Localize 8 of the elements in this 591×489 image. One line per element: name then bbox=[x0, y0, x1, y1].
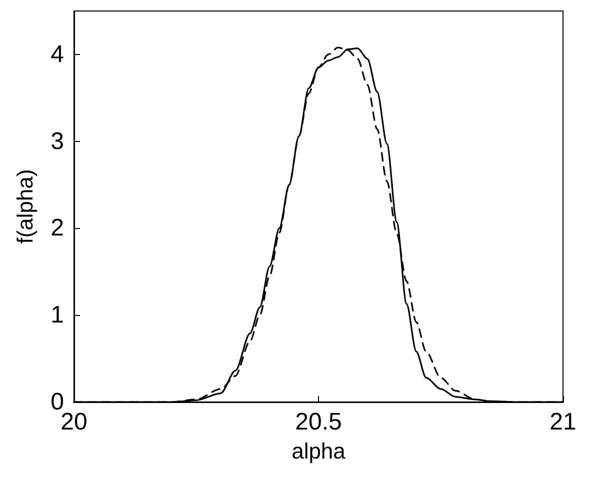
x-tick-label: 20.5 bbox=[295, 408, 342, 436]
y-tick-label: 1 bbox=[50, 302, 64, 329]
y-tick-label: 3 bbox=[50, 128, 64, 155]
y-axis-title: f(alpha) bbox=[12, 169, 38, 244]
y-tick-label: 2 bbox=[50, 214, 64, 242]
y-tick-label: 4 bbox=[50, 40, 64, 68]
x-tick-label: 21 bbox=[550, 408, 576, 436]
x-axis-title: alpha bbox=[292, 438, 346, 464]
